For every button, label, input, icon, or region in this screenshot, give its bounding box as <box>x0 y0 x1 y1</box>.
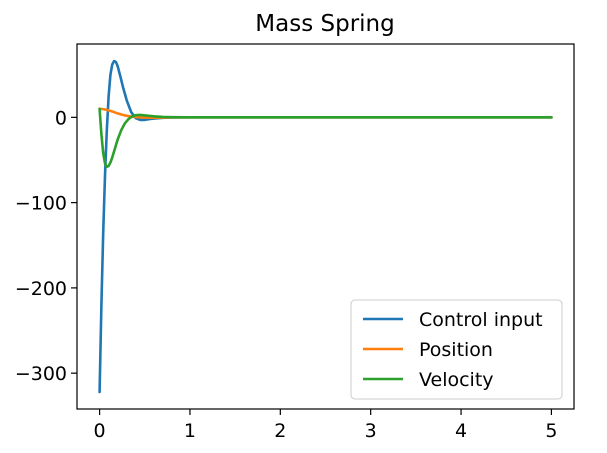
plot-area <box>98 59 553 394</box>
y-tick-label: −200 <box>15 278 67 300</box>
series-line-velocity <box>98 107 553 169</box>
x-tick-label: 1 <box>184 420 196 442</box>
y-tick-label: −100 <box>15 193 67 215</box>
x-tick-label: 4 <box>455 420 467 442</box>
x-tick-label: 0 <box>94 420 106 442</box>
axes: 0 1 2 3 4 5 0 −100 −200 −300 <box>15 43 575 442</box>
series-lines <box>98 59 553 394</box>
x-tick-label: 2 <box>274 420 286 442</box>
axes-frame <box>76 43 575 410</box>
legend: Control input Position Velocity <box>350 299 563 400</box>
x-tick-label: 5 <box>545 420 557 442</box>
chart-title: Mass Spring <box>255 11 394 37</box>
legend-label: Control input <box>419 309 543 331</box>
y-tick-label: 0 <box>55 107 67 129</box>
x-tick-label: 3 <box>365 420 377 442</box>
legend-label: Velocity <box>419 369 494 391</box>
legend-box <box>350 299 563 400</box>
y-tick-label: −300 <box>15 363 67 385</box>
legend-label: Position <box>419 339 493 361</box>
